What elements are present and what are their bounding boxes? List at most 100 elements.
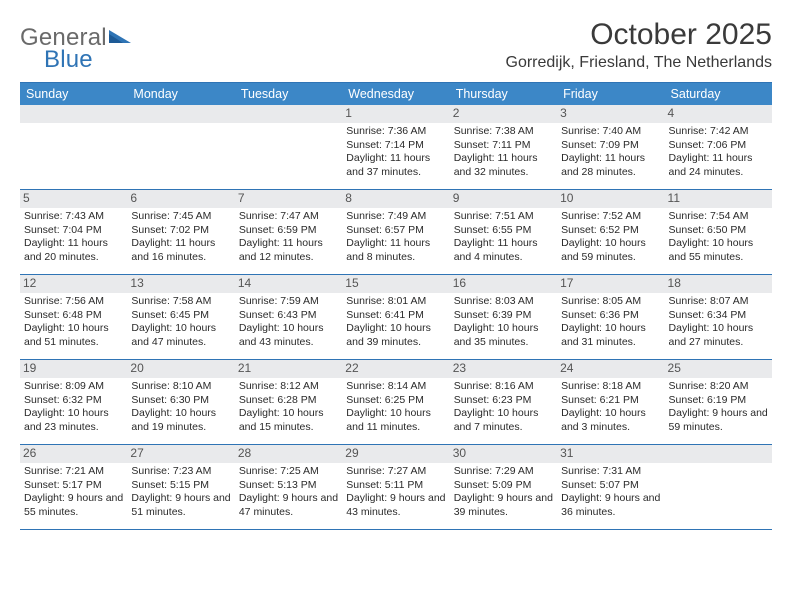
day-number: 16 [450,275,557,293]
logo-text: GeneralBlue [20,22,131,80]
daylight-text: Daylight: 9 hours and 36 minutes. [561,492,660,519]
sunrise-text: Sunrise: 8:18 AM [561,380,660,393]
day-cell [127,105,234,189]
daylight-text: Daylight: 9 hours and 51 minutes. [131,492,230,519]
day-number [235,105,342,123]
daylight-text: Daylight: 10 hours and 43 minutes. [239,322,338,349]
sunset-text: Sunset: 5:15 PM [131,479,230,492]
sunset-text: Sunset: 6:55 PM [454,224,553,237]
daylight-text: Daylight: 9 hours and 39 minutes. [454,492,553,519]
sunrise-text: Sunrise: 7:58 AM [131,295,230,308]
day-number: 30 [450,445,557,463]
sunset-text: Sunset: 6:30 PM [131,394,230,407]
day-cell [235,105,342,189]
day-cell: 4Sunrise: 7:42 AMSunset: 7:06 PMDaylight… [665,105,772,189]
daylight-text: Daylight: 9 hours and 55 minutes. [24,492,123,519]
day-number: 21 [235,360,342,378]
sunset-text: Sunset: 6:34 PM [669,309,768,322]
day-cell: 13Sunrise: 7:58 AMSunset: 6:45 PMDayligh… [127,275,234,359]
sunrise-text: Sunrise: 7:49 AM [346,210,445,223]
daylight-text: Daylight: 10 hours and 35 minutes. [454,322,553,349]
day-cell: 3Sunrise: 7:40 AMSunset: 7:09 PMDaylight… [557,105,664,189]
sunset-text: Sunset: 6:25 PM [346,394,445,407]
logo-triangle-icon [109,22,131,50]
week-row: 19Sunrise: 8:09 AMSunset: 6:32 PMDayligh… [20,360,772,445]
sunset-text: Sunset: 7:04 PM [24,224,123,237]
sunset-text: Sunset: 5:13 PM [239,479,338,492]
day-number: 20 [127,360,234,378]
daylight-text: Daylight: 11 hours and 4 minutes. [454,237,553,264]
day-cell: 15Sunrise: 8:01 AMSunset: 6:41 PMDayligh… [342,275,449,359]
daylight-text: Daylight: 11 hours and 24 minutes. [669,152,768,179]
sunrise-text: Sunrise: 7:52 AM [561,210,660,223]
sunset-text: Sunset: 6:50 PM [669,224,768,237]
day-number: 19 [20,360,127,378]
sunrise-text: Sunrise: 7:45 AM [131,210,230,223]
day-number: 13 [127,275,234,293]
daylight-text: Daylight: 9 hours and 43 minutes. [346,492,445,519]
day-cell: 26Sunrise: 7:21 AMSunset: 5:17 PMDayligh… [20,445,127,529]
daylight-text: Daylight: 10 hours and 23 minutes. [24,407,123,434]
sunset-text: Sunset: 6:57 PM [346,224,445,237]
sunrise-text: Sunrise: 7:23 AM [131,465,230,478]
day-cell: 6Sunrise: 7:45 AMSunset: 7:02 PMDaylight… [127,190,234,274]
day-number: 29 [342,445,449,463]
sunset-text: Sunset: 6:28 PM [239,394,338,407]
day-number: 28 [235,445,342,463]
day-number: 3 [557,105,664,123]
title-block: October 2025 Gorredijk, Friesland, The N… [506,18,773,80]
day-cell: 31Sunrise: 7:31 AMSunset: 5:07 PMDayligh… [557,445,664,529]
calendar-grid: SundayMondayTuesdayWednesdayThursdayFrid… [20,82,772,530]
day-cell [20,105,127,189]
sunrise-text: Sunrise: 8:09 AM [24,380,123,393]
day-cell [665,445,772,529]
sunrise-text: Sunrise: 7:43 AM [24,210,123,223]
dow-cell: Sunday [20,83,127,105]
week-row: 5Sunrise: 7:43 AMSunset: 7:04 PMDaylight… [20,190,772,275]
logo-part2: Blue [44,46,93,73]
sunset-text: Sunset: 6:39 PM [454,309,553,322]
dow-cell: Thursday [450,83,557,105]
day-number: 7 [235,190,342,208]
sunrise-text: Sunrise: 8:01 AM [346,295,445,308]
day-cell: 23Sunrise: 8:16 AMSunset: 6:23 PMDayligh… [450,360,557,444]
daylight-text: Daylight: 10 hours and 51 minutes. [24,322,123,349]
day-cell: 10Sunrise: 7:52 AMSunset: 6:52 PMDayligh… [557,190,664,274]
sunset-text: Sunset: 6:52 PM [561,224,660,237]
day-cell: 30Sunrise: 7:29 AMSunset: 5:09 PMDayligh… [450,445,557,529]
day-cell: 5Sunrise: 7:43 AMSunset: 7:04 PMDaylight… [20,190,127,274]
calendar-page: GeneralBlue October 2025 Gorredijk, Frie… [0,0,792,612]
daylight-text: Daylight: 11 hours and 16 minutes. [131,237,230,264]
day-cell: 24Sunrise: 8:18 AMSunset: 6:21 PMDayligh… [557,360,664,444]
sunrise-text: Sunrise: 7:54 AM [669,210,768,223]
sunrise-text: Sunrise: 7:47 AM [239,210,338,223]
day-number: 24 [557,360,664,378]
daylight-text: Daylight: 10 hours and 11 minutes. [346,407,445,434]
day-cell: 7Sunrise: 7:47 AMSunset: 6:59 PMDaylight… [235,190,342,274]
sunrise-text: Sunrise: 8:05 AM [561,295,660,308]
day-number: 31 [557,445,664,463]
sunrise-text: Sunrise: 7:56 AM [24,295,123,308]
day-number [20,105,127,123]
sunrise-text: Sunrise: 8:14 AM [346,380,445,393]
daylight-text: Daylight: 10 hours and 47 minutes. [131,322,230,349]
day-number: 2 [450,105,557,123]
sunset-text: Sunset: 5:17 PM [24,479,123,492]
sunrise-text: Sunrise: 7:25 AM [239,465,338,478]
daylight-text: Daylight: 10 hours and 55 minutes. [669,237,768,264]
daylight-text: Daylight: 10 hours and 27 minutes. [669,322,768,349]
daylight-text: Daylight: 9 hours and 59 minutes. [669,407,768,434]
day-cell: 14Sunrise: 7:59 AMSunset: 6:43 PMDayligh… [235,275,342,359]
sunrise-text: Sunrise: 8:07 AM [669,295,768,308]
day-number: 26 [20,445,127,463]
sunset-text: Sunset: 7:06 PM [669,139,768,152]
day-number: 11 [665,190,772,208]
day-cell: 16Sunrise: 8:03 AMSunset: 6:39 PMDayligh… [450,275,557,359]
daylight-text: Daylight: 11 hours and 37 minutes. [346,152,445,179]
sunrise-text: Sunrise: 7:36 AM [346,125,445,138]
daylight-text: Daylight: 10 hours and 31 minutes. [561,322,660,349]
sunrise-text: Sunrise: 7:42 AM [669,125,768,138]
sunset-text: Sunset: 6:19 PM [669,394,768,407]
daylight-text: Daylight: 9 hours and 47 minutes. [239,492,338,519]
sunrise-text: Sunrise: 7:29 AM [454,465,553,478]
